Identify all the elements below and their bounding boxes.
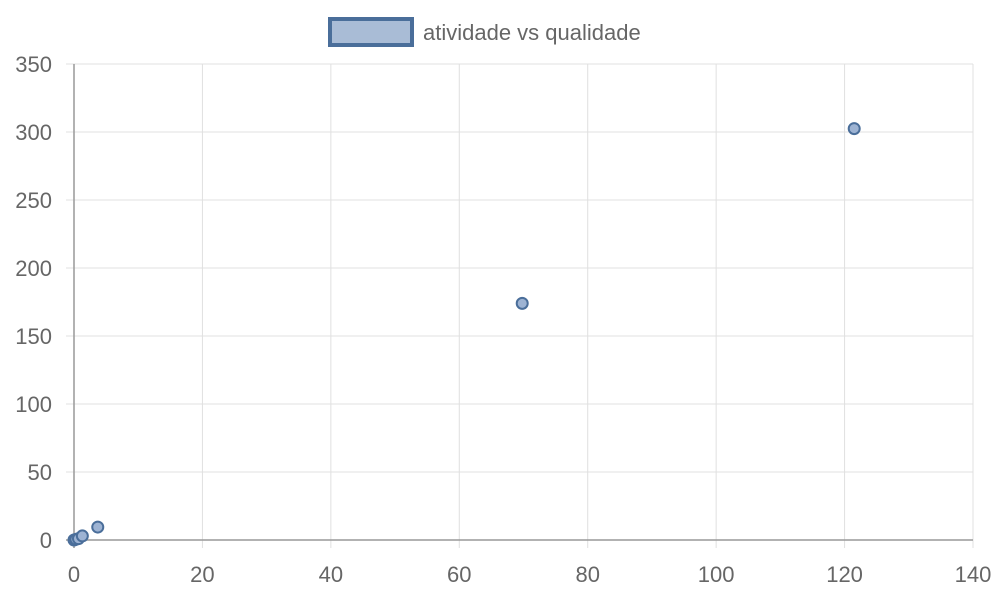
data-point-0-5[interactable]	[515, 296, 529, 310]
axes	[66, 64, 973, 548]
y-tick-label-5: 250	[15, 188, 52, 213]
data-points	[67, 122, 861, 547]
x-tick-label-7: 140	[955, 562, 992, 587]
y-tick-label-4: 200	[15, 256, 52, 281]
x-tick-label-4: 80	[575, 562, 599, 587]
data-point-0-4[interactable]	[91, 520, 105, 534]
y-tick-label-2: 100	[15, 392, 52, 417]
y-tick-label-0: 0	[40, 528, 52, 553]
x-tick-label-2: 40	[319, 562, 343, 587]
y-tick-label-6: 300	[15, 120, 52, 145]
legend-label[interactable]: atividade vs qualidade	[423, 20, 641, 45]
data-point-0-6[interactable]	[847, 122, 861, 136]
x-tick-label-5: 100	[698, 562, 735, 587]
y-tick-label-1: 50	[28, 460, 52, 485]
x-tick-label-3: 60	[447, 562, 471, 587]
legend[interactable]: atividade vs qualidade	[328, 17, 641, 47]
x-tick-label-6: 120	[826, 562, 863, 587]
x-tick-label-1: 20	[190, 562, 214, 587]
data-point-0-3[interactable]	[75, 529, 89, 543]
y-tick-label-3: 150	[15, 324, 52, 349]
legend-swatch[interactable]	[328, 17, 414, 47]
tick-labels: 0 20 40 60 80 100 120 140 0 50 100 150 200 250 300 350	[15, 52, 991, 587]
x-tick-label-0: 0	[68, 562, 80, 587]
y-tick-label-7: 350	[15, 52, 52, 77]
